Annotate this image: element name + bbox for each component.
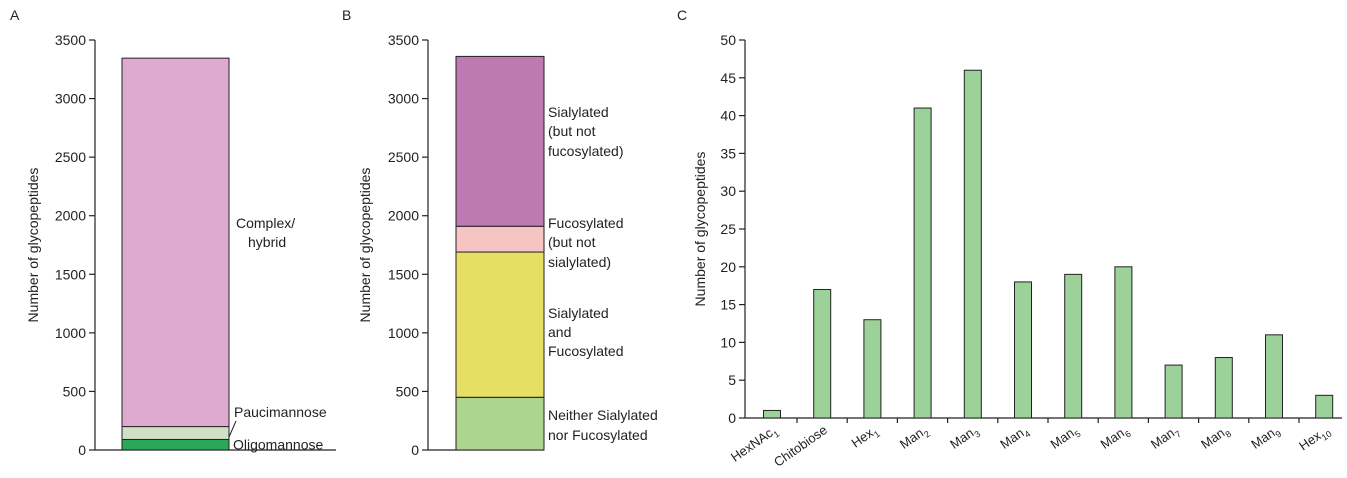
panel-c-bar (1064, 273, 1083, 419)
panel-c-bar (763, 409, 781, 419)
panel-b-segment-label: Fucosylated (548, 343, 623, 359)
panel-b-y-tick-label: 3000 (388, 91, 419, 107)
panel-c-x-tick-label: Man7 (1148, 422, 1183, 454)
panel-a-y-tick-label: 1500 (55, 266, 86, 282)
panel-a-y-tick-label: 2500 (55, 149, 86, 165)
panel-b-segment-label: Fucosylated (548, 215, 623, 231)
panel-b-segment-label: Sialylated (548, 104, 609, 120)
panel-c-y-tick-label: 50 (720, 32, 736, 48)
panel-c-bar (863, 319, 882, 419)
panel-b-y-tick-label: 1000 (388, 325, 419, 341)
panel-a-segment-2 (121, 57, 230, 428)
panel-c-bar (1214, 357, 1233, 419)
panel-c-bar (813, 288, 832, 419)
panel-b-segment-label: (but not (548, 234, 596, 250)
panel-c-x-tick-label: Man6 (1098, 422, 1133, 454)
panel-a-label-hybrid: hybrid (248, 234, 286, 250)
panel-label-c: C (677, 7, 687, 23)
panel-c-x-tick-label: Chitobiose (771, 422, 830, 470)
panel-c-y-tick-label: 35 (720, 145, 736, 161)
panel-c-y-tick-label: 30 (720, 183, 736, 199)
panel-c-bar (1014, 281, 1032, 419)
panel-c-y-tick-label: 45 (720, 70, 736, 86)
panel-b-chart: 0 500 1000 1500 2000 2500 3000 3500 Number of gl… (357, 32, 658, 458)
panel-b-y-tick-label: 2500 (388, 149, 419, 165)
panel-a-y-tick-label: 2000 (55, 208, 86, 224)
panel-c-x-tick-label: Man2 (897, 422, 932, 454)
panel-label-a: A (10, 7, 20, 23)
panel-a-label-oligomannose: Oligomannose (233, 437, 323, 453)
panel-a-segment-0 (121, 438, 230, 451)
panel-c-x-tick-label: Hex1 (848, 422, 881, 453)
panel-a-y-tick-label: 0 (78, 442, 86, 458)
panel-b-segment-label: nor Fucosylated (548, 427, 648, 443)
panel-c-y-tick-label: 15 (720, 297, 736, 313)
panel-c-x-tick-label: Hex10 (1296, 422, 1333, 456)
panel-a-label-complex: Complex/ (236, 215, 295, 231)
panel-b-segment-1 (455, 251, 545, 398)
panel-c-x-tick-label: Man4 (997, 422, 1032, 454)
panel-b-segment-label: sialylated) (548, 254, 611, 270)
panel-c-bar (1164, 364, 1183, 419)
panel-a-chart: 0 500 1000 1500 2000 2500 3000 3500 Number of gl… (25, 32, 336, 458)
panel-a-y-axis-label: Number of glycopeptides (25, 168, 41, 323)
panel-label-b: B (342, 7, 351, 23)
panel-c-bar (963, 69, 982, 419)
panel-b-segment-label: fucosylated) (548, 143, 623, 159)
panel-b-y-axis-label: Number of glycopeptides (357, 168, 373, 323)
panel-a-y-tick-label: 3000 (55, 91, 86, 107)
panel-c-bar (1114, 266, 1133, 419)
panel-c-chart: 0 5 10 15 20 25 30 35 40 45 50 Number of glycopepti… (692, 32, 1342, 470)
panel-b-y-tick-label: 3500 (388, 32, 419, 48)
panel-c-y-tick-label: 25 (720, 221, 736, 237)
panel-a-y-tick-label: 1000 (55, 325, 86, 341)
panel-b-y-tick-label: 2000 (388, 208, 419, 224)
panel-b-y-tick-label: 0 (411, 442, 419, 458)
panel-c-x-tick-label: Man5 (1047, 422, 1082, 454)
panel-c-y-axis-label: Number of glycopeptides (692, 152, 708, 307)
panel-b-segment-2 (455, 225, 545, 253)
panel-c-y-tick-label: 0 (728, 410, 736, 426)
panel-a-label-paucimannose: Paucimannose (234, 404, 327, 420)
panel-a-segment-1 (121, 426, 230, 440)
panel-b-segment-0 (455, 396, 545, 451)
panel-c-bar (913, 107, 932, 419)
panel-c-x-tick-label: Man9 (1248, 422, 1283, 454)
panel-b-y-tick-label: 1500 (388, 266, 419, 282)
panel-b-segment-label: Neither Sialylated (548, 407, 658, 423)
panel-c-y-tick-label: 5 (728, 372, 736, 388)
panel-c-bar (1315, 394, 1334, 419)
panel-a-y-tick-label: 500 (63, 383, 87, 399)
panel-b-segment-label: and (548, 324, 571, 340)
panel-c-x-tick-label: Man3 (947, 422, 982, 454)
panel-c-y-tick-label: 10 (720, 334, 736, 350)
panel-c-x-tick-label: Man8 (1198, 422, 1233, 454)
panel-b-segment-label: (but not (548, 123, 596, 139)
panel-a-leader-line (228, 420, 237, 438)
panel-c-y-tick-label: 40 (720, 108, 736, 124)
panel-b-y-tick-label: 500 (396, 383, 420, 399)
panel-b-segment-label: Sialylated (548, 305, 609, 321)
panel-c-bar (1265, 334, 1283, 419)
panel-b-segment-3 (455, 55, 545, 227)
panel-a-y-tick-label: 3500 (55, 32, 86, 48)
panel-c-y-tick-label: 20 (720, 259, 736, 275)
